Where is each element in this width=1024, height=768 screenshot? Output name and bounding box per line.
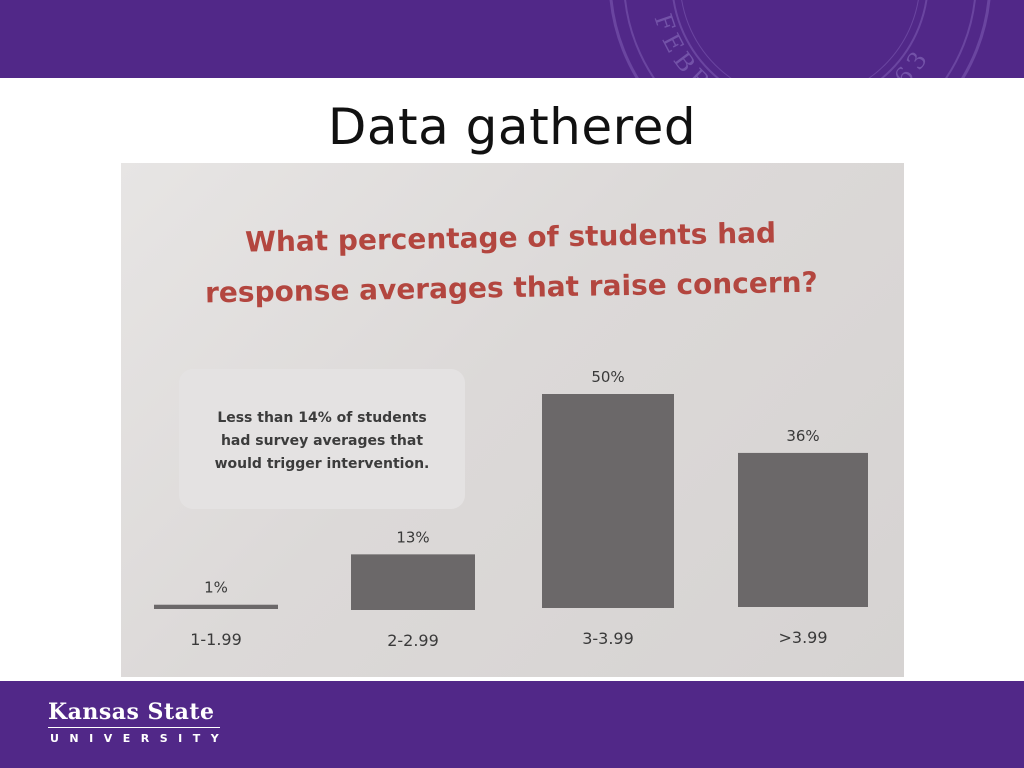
- category-label->3.99: >3.99: [778, 628, 827, 647]
- slide-title: Data gathered: [327, 98, 697, 156]
- chart-photo: What percentage of students had response…: [121, 163, 904, 677]
- bar-2-2.99: [351, 554, 475, 610]
- callout-line-1: Less than 14% of students: [217, 410, 427, 426]
- bar-3-3.99: [542, 394, 674, 608]
- bar-chart: 1% 1-1.99 13% 2-2.99 50% 3-3.99 36% >3.99: [154, 368, 868, 650]
- header-band: FEBRUARY 16, 1863: [0, 0, 1024, 78]
- university-seal: FEBRUARY 16, 1863: [609, 0, 991, 78]
- category-label-3-3.99: 3-3.99: [582, 629, 634, 648]
- bar-1-1.99: [154, 604, 278, 609]
- value-label-1-1.99: 1%: [204, 579, 228, 597]
- category-label-1-1.99: 1-1.99: [190, 630, 242, 649]
- category-label-2-2.99: 2-2.99: [387, 631, 439, 650]
- value-label-3-3.99: 50%: [591, 368, 624, 386]
- callout-box: Less than 14% of students had survey ave…: [179, 369, 465, 509]
- bar->3.99: [738, 452, 868, 607]
- callout-line-3: would trigger intervention.: [214, 456, 430, 472]
- footer-band: Kansas State UNIVERSITY: [0, 681, 1024, 768]
- university-logo: Kansas State UNIVERSITY: [48, 699, 229, 745]
- callout-line-2: had survey averages that: [220, 433, 424, 449]
- value-label->3.99: 36%: [786, 427, 819, 445]
- logo-line-2: UNIVERSITY: [50, 732, 230, 745]
- value-label-2-2.99: 13%: [396, 528, 429, 546]
- logo-line-1: Kansas State: [48, 699, 215, 725]
- callout-text: Less than 14% of students had survey ave…: [179, 407, 465, 476]
- logo-rule: [48, 727, 220, 728]
